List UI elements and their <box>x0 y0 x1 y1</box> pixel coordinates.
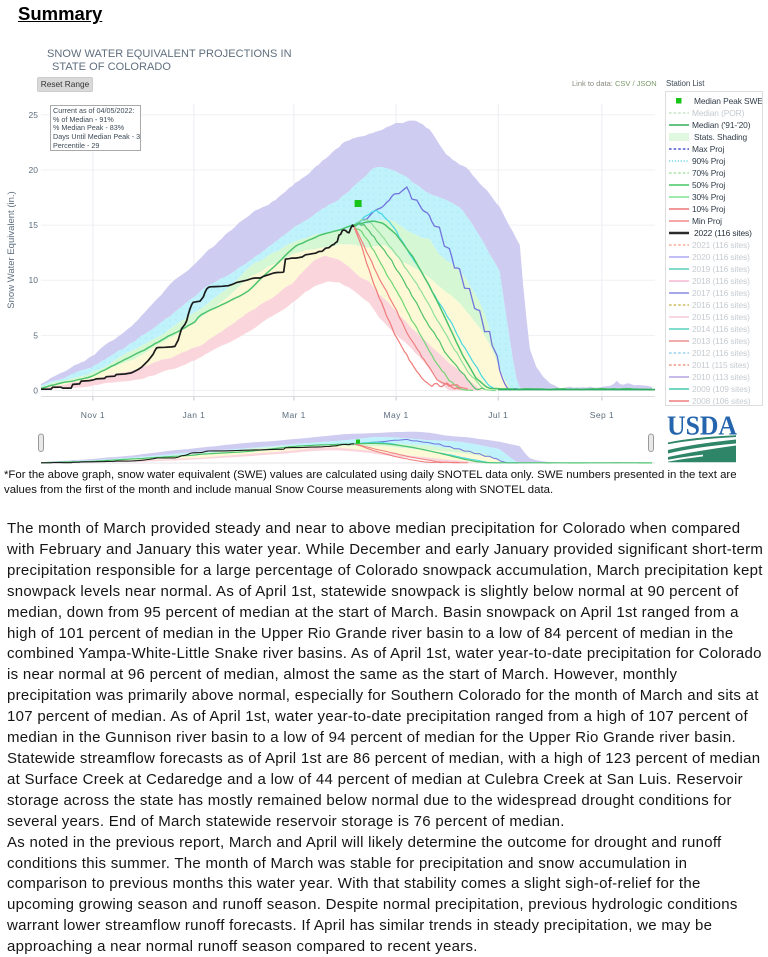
svg-text:Jan 1: Jan 1 <box>183 410 206 420</box>
svg-text:Jul 1: Jul 1 <box>488 410 508 420</box>
svg-text:15: 15 <box>29 220 39 230</box>
svg-text:USDA: USDA <box>667 411 737 441</box>
svg-text:5: 5 <box>33 330 38 340</box>
svg-text:Mar 1: Mar 1 <box>282 410 306 420</box>
svg-text:10: 10 <box>29 275 39 285</box>
svg-text:0: 0 <box>33 386 38 396</box>
svg-text:Sep 1: Sep 1 <box>590 410 614 420</box>
svg-text:Nov 1: Nov 1 <box>81 410 105 420</box>
svg-text:20: 20 <box>29 165 39 175</box>
svg-text:Snow Water Equivalent (in.): Snow Water Equivalent (in.) <box>6 191 17 308</box>
svg-text:25: 25 <box>29 110 39 120</box>
svg-text:May 1: May 1 <box>384 410 409 420</box>
